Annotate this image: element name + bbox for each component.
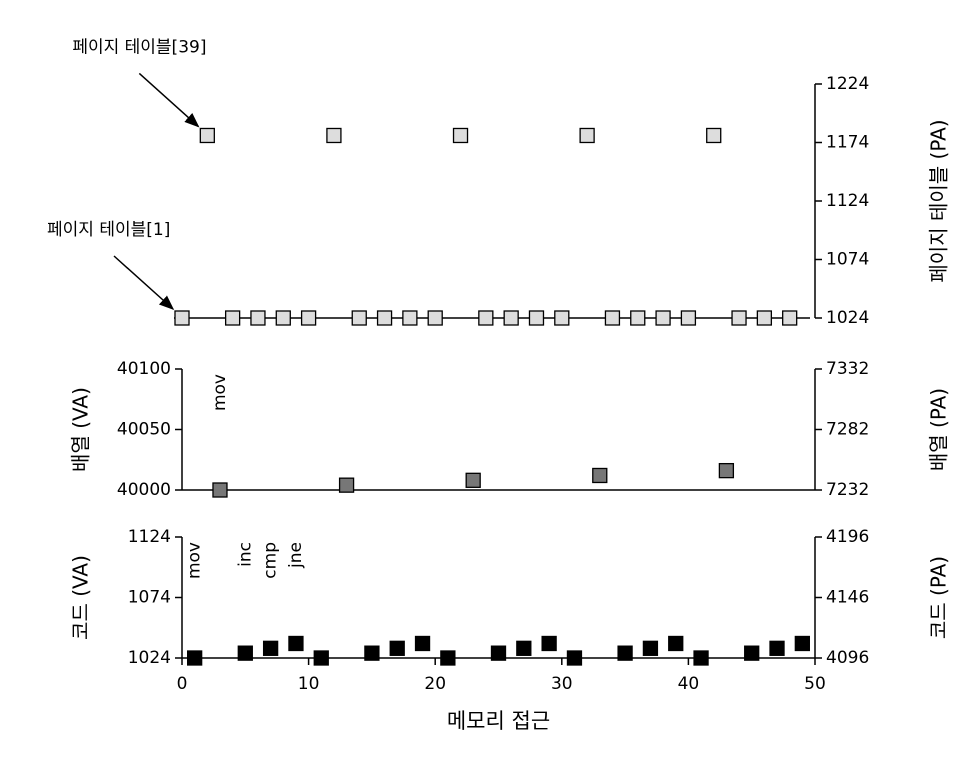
point	[680, 310, 697, 326]
point	[465, 472, 481, 488]
y2-tick-label: 1124	[826, 191, 869, 211]
point	[414, 635, 431, 652]
point	[718, 462, 735, 479]
annotation: cmp	[261, 542, 281, 579]
y-axis-label: 코드 (VA)	[69, 555, 93, 640]
x-tick-label: 30	[551, 674, 573, 694]
point	[566, 650, 583, 666]
point	[300, 310, 317, 326]
point	[326, 127, 342, 144]
y-tick-label: 40000	[117, 480, 171, 500]
y-tick-label: 1074	[128, 588, 171, 608]
y-tick-label: 1124	[128, 527, 171, 547]
point	[693, 650, 709, 666]
x-axis-label: 메모리 접근	[447, 709, 550, 733]
x-tick-label: 20	[424, 674, 446, 694]
point	[604, 310, 621, 326]
y2-tick-label: 4096	[826, 648, 869, 668]
annotation-arrow	[113, 255, 175, 311]
point	[782, 310, 798, 326]
point	[427, 310, 443, 326]
x-tick-label: 10	[298, 674, 320, 694]
point	[376, 310, 393, 326]
y2-axis-label: 코드 (PA)	[927, 556, 951, 639]
point	[528, 310, 545, 326]
point	[642, 640, 659, 656]
x-tick-label: 50	[804, 674, 826, 694]
point	[313, 650, 329, 666]
point	[769, 640, 785, 656]
point	[744, 645, 760, 661]
point	[288, 635, 304, 652]
point	[554, 310, 570, 326]
y2-tick-label: 7232	[826, 480, 869, 500]
y2-tick-label: 7332	[826, 359, 869, 379]
point	[262, 640, 279, 656]
point	[668, 635, 684, 652]
annotation: jne	[286, 542, 306, 569]
y-tick-label: 40050	[117, 420, 171, 440]
point	[794, 635, 810, 652]
point	[224, 310, 241, 326]
point	[756, 310, 773, 326]
point	[237, 645, 253, 661]
point	[212, 482, 228, 498]
annotation: inc	[235, 542, 255, 567]
annotation: 페이지 테이블[39]	[72, 37, 206, 57]
point	[478, 310, 494, 326]
point	[541, 635, 557, 652]
y2-tick-label: 1074	[826, 250, 869, 270]
y-tick-label: 1024	[128, 648, 171, 668]
point	[617, 645, 633, 661]
point	[199, 127, 215, 144]
y2-axis-label: 페이지 테이블 (PA)	[927, 119, 951, 282]
point	[250, 310, 266, 326]
point	[364, 645, 380, 661]
point	[503, 310, 519, 326]
point	[275, 310, 291, 326]
point	[187, 650, 203, 666]
x-tick-label: 0	[177, 674, 188, 694]
point	[655, 310, 671, 326]
point	[174, 310, 190, 326]
point	[490, 645, 507, 661]
point	[630, 310, 646, 326]
point	[440, 650, 456, 666]
y2-tick-label: 7282	[826, 420, 869, 440]
y-tick-label: 40100	[117, 359, 171, 379]
point	[592, 467, 608, 484]
y2-tick-label: 4196	[826, 527, 869, 547]
point	[516, 640, 532, 656]
y2-tick-label: 4146	[826, 588, 869, 608]
annotation: mov	[210, 374, 230, 411]
annotation-arrow	[138, 72, 200, 128]
y2-tick-label: 1024	[826, 308, 869, 328]
point	[351, 310, 367, 326]
annotation: 페이지 테이블[1]	[47, 220, 170, 240]
point	[389, 640, 405, 656]
y-axis-label: 배열 (VA)	[69, 387, 93, 472]
y2-tick-label: 1224	[826, 74, 869, 94]
point	[731, 310, 747, 326]
y2-axis-label: 배열 (PA)	[927, 388, 951, 471]
point	[579, 127, 595, 144]
annotation: mov	[185, 542, 205, 579]
point	[338, 477, 355, 493]
point	[706, 127, 722, 144]
point	[452, 127, 469, 144]
y2-tick-label: 1174	[826, 133, 869, 153]
x-tick-label: 40	[678, 674, 700, 694]
point	[402, 310, 418, 326]
